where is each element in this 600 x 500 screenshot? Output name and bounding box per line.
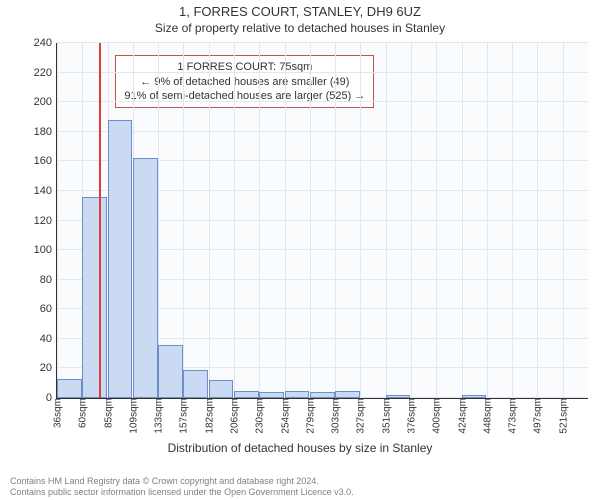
gridline-v xyxy=(209,43,210,398)
x-tick: 327sqm xyxy=(354,398,367,434)
y-tick: 60 xyxy=(40,303,57,315)
x-tick: 424sqm xyxy=(455,398,468,434)
x-tick: 206sqm xyxy=(228,398,241,434)
y-tick: 160 xyxy=(34,155,57,167)
x-tick: 473sqm xyxy=(506,398,519,434)
gridline-v xyxy=(360,43,361,398)
histogram-bar xyxy=(335,391,360,398)
x-tick: 448sqm xyxy=(480,398,493,434)
histogram-bar xyxy=(310,392,335,398)
gridline-v xyxy=(563,43,564,398)
x-tick: 303sqm xyxy=(329,398,342,434)
histogram-bar xyxy=(183,370,208,398)
x-tick: 497sqm xyxy=(531,398,544,434)
footer-line-1: Contains HM Land Registry data © Crown c… xyxy=(10,476,590,487)
histogram-bar xyxy=(209,380,234,398)
gridline-v xyxy=(537,43,538,398)
x-tick: 133sqm xyxy=(152,398,165,434)
histogram-bar xyxy=(57,379,82,398)
gridline-v xyxy=(386,43,387,398)
gridline-v xyxy=(183,43,184,398)
gridline-v xyxy=(234,43,235,398)
histogram-bar xyxy=(133,158,158,398)
page-subtitle: Size of property relative to detached ho… xyxy=(0,19,600,39)
plot-inner: 1 FORRES COURT: 75sqm ← 9% of detached h… xyxy=(56,43,588,399)
histogram-bar xyxy=(234,391,259,398)
y-tick: 40 xyxy=(40,333,57,345)
x-tick: 182sqm xyxy=(202,398,215,434)
gridline-v xyxy=(487,43,488,398)
y-tick: 20 xyxy=(40,362,57,374)
gridline-h xyxy=(57,42,588,43)
histogram-bar xyxy=(285,391,310,398)
histogram-bar xyxy=(462,395,487,398)
y-tick: 120 xyxy=(34,215,57,227)
gridline-h xyxy=(57,131,588,132)
y-tick: 100 xyxy=(34,244,57,256)
x-tick: 230sqm xyxy=(253,398,266,434)
gridline-v xyxy=(57,43,58,398)
page-title: 1, FORRES COURT, STANLEY, DH9 6UZ xyxy=(0,0,600,19)
x-tick: 254sqm xyxy=(278,398,291,434)
x-tick: 36sqm xyxy=(51,398,64,428)
histogram-bar xyxy=(259,392,284,398)
x-tick: 85sqm xyxy=(101,398,114,428)
gridline-v xyxy=(285,43,286,398)
footer: Contains HM Land Registry data © Crown c… xyxy=(10,476,590,498)
x-tick: 376sqm xyxy=(405,398,418,434)
x-tick: 60sqm xyxy=(76,398,89,428)
footer-line-2: Contains public sector information licen… xyxy=(10,487,590,498)
gridline-h xyxy=(57,72,588,73)
gridline-v xyxy=(310,43,311,398)
x-axis-label: Distribution of detached houses by size … xyxy=(0,441,600,455)
histogram-bar xyxy=(158,345,183,398)
chart-container: Number of detached properties 1 FORRES C… xyxy=(0,39,600,469)
plot-area: 1 FORRES COURT: 75sqm ← 9% of detached h… xyxy=(56,43,588,399)
gridline-v xyxy=(335,43,336,398)
gridline-v xyxy=(436,43,437,398)
x-tick: 157sqm xyxy=(177,398,190,434)
x-tick: 109sqm xyxy=(126,398,139,434)
x-tick: 521sqm xyxy=(556,398,569,434)
histogram-bar xyxy=(386,395,411,398)
gridline-v xyxy=(462,43,463,398)
gridline-v xyxy=(259,43,260,398)
histogram-bar xyxy=(108,120,133,398)
x-tick: 400sqm xyxy=(430,398,443,434)
gridline-h xyxy=(57,101,588,102)
gridline-v xyxy=(512,43,513,398)
gridline-v xyxy=(411,43,412,398)
y-tick: 80 xyxy=(40,274,57,286)
y-tick: 200 xyxy=(34,96,57,108)
x-tick: 279sqm xyxy=(303,398,316,434)
info-line-2: ← 9% of detached houses are smaller (49) xyxy=(124,75,365,89)
y-tick: 240 xyxy=(34,37,57,49)
y-tick: 180 xyxy=(34,126,57,138)
marker-line xyxy=(99,43,101,398)
x-tick: 351sqm xyxy=(379,398,392,434)
y-tick: 140 xyxy=(34,185,57,197)
y-tick: 220 xyxy=(34,67,57,79)
histogram-bar xyxy=(82,197,107,398)
